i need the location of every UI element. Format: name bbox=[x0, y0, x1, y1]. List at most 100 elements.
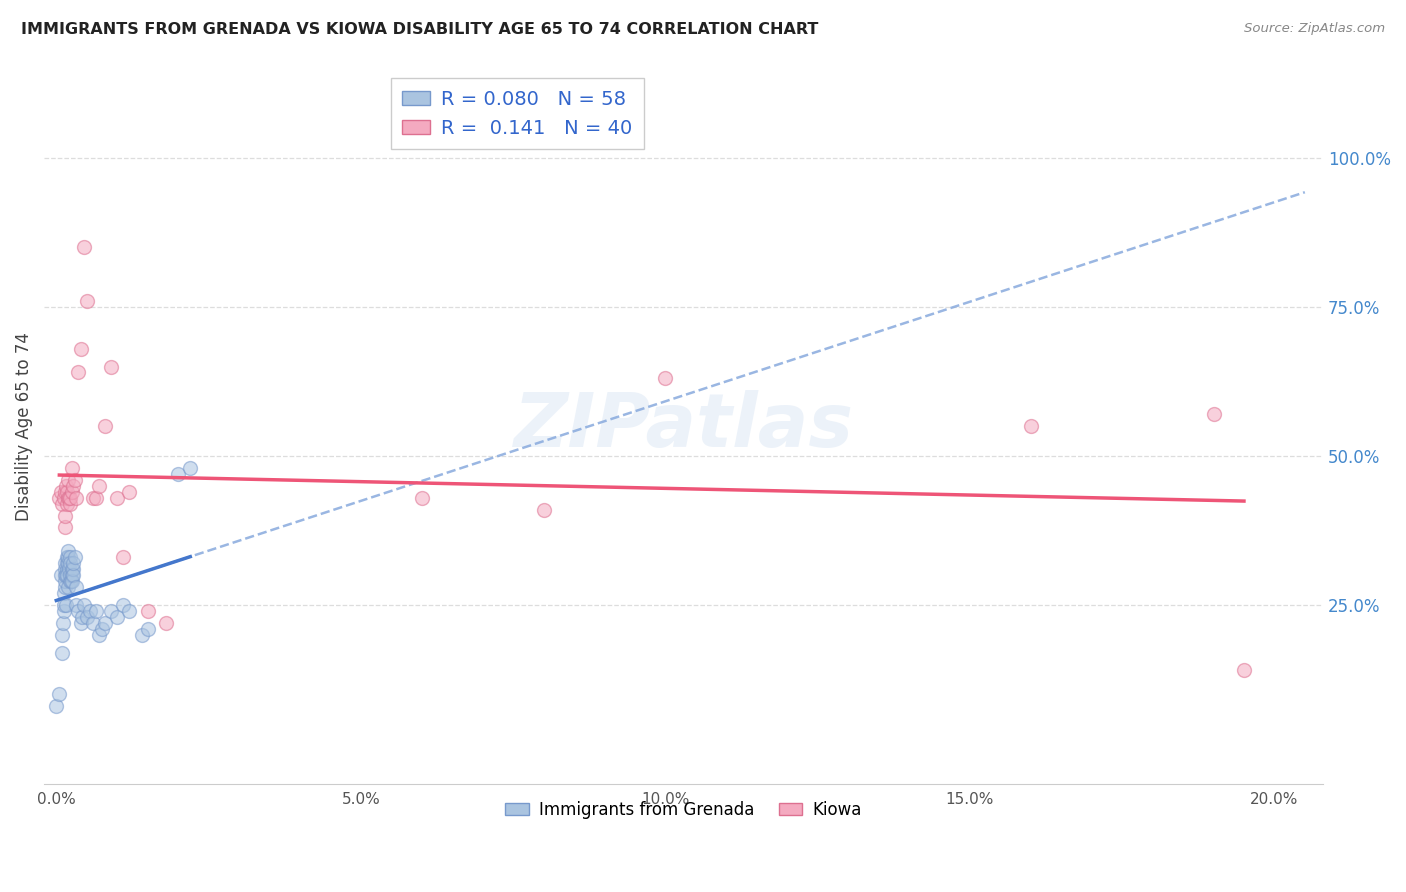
Kiowa bbox=[53, 520, 76, 534]
Immigrants from Grenada bbox=[167, 467, 190, 481]
Immigrants from Grenada bbox=[91, 622, 114, 636]
Kiowa bbox=[52, 491, 75, 505]
Kiowa bbox=[84, 491, 107, 505]
Kiowa bbox=[58, 491, 80, 505]
Immigrants from Grenada bbox=[55, 562, 77, 576]
Immigrants from Grenada bbox=[58, 550, 80, 565]
Kiowa bbox=[51, 497, 73, 511]
Immigrants from Grenada bbox=[136, 622, 159, 636]
Immigrants from Grenada bbox=[53, 598, 76, 612]
Immigrants from Grenada bbox=[59, 568, 82, 582]
Kiowa bbox=[58, 491, 80, 505]
Kiowa bbox=[136, 604, 159, 618]
Immigrants from Grenada bbox=[87, 628, 110, 642]
Immigrants from Grenada bbox=[56, 568, 79, 582]
Immigrants from Grenada bbox=[55, 568, 77, 582]
Kiowa bbox=[59, 497, 82, 511]
Immigrants from Grenada bbox=[79, 604, 101, 618]
Immigrants from Grenada bbox=[55, 556, 77, 570]
Kiowa bbox=[55, 484, 77, 499]
Kiowa bbox=[1233, 664, 1256, 678]
Kiowa bbox=[55, 497, 77, 511]
Kiowa bbox=[51, 484, 73, 499]
Immigrants from Grenada bbox=[51, 646, 73, 660]
Kiowa bbox=[76, 293, 98, 308]
Kiowa bbox=[533, 502, 555, 516]
Immigrants from Grenada bbox=[82, 615, 104, 630]
Immigrants from Grenada bbox=[55, 598, 77, 612]
Kiowa bbox=[65, 491, 87, 505]
Kiowa bbox=[118, 484, 141, 499]
Immigrants from Grenada bbox=[51, 628, 73, 642]
Kiowa bbox=[59, 491, 82, 505]
Kiowa bbox=[100, 359, 122, 374]
Immigrants from Grenada bbox=[55, 574, 77, 588]
Kiowa bbox=[411, 491, 433, 505]
Immigrants from Grenada bbox=[55, 562, 77, 576]
Immigrants from Grenada bbox=[45, 699, 67, 714]
Immigrants from Grenada bbox=[56, 556, 79, 570]
Immigrants from Grenada bbox=[73, 598, 96, 612]
Immigrants from Grenada bbox=[53, 586, 76, 600]
Immigrants from Grenada bbox=[56, 580, 79, 594]
Immigrants from Grenada bbox=[56, 550, 79, 565]
Kiowa bbox=[94, 419, 117, 434]
Immigrants from Grenada bbox=[59, 556, 82, 570]
Immigrants from Grenada bbox=[65, 580, 87, 594]
Y-axis label: Disability Age 65 to 74: Disability Age 65 to 74 bbox=[15, 332, 32, 521]
Immigrants from Grenada bbox=[60, 568, 83, 582]
Kiowa bbox=[654, 371, 676, 385]
Text: ZIPatlas: ZIPatlas bbox=[513, 390, 853, 463]
Kiowa bbox=[60, 484, 83, 499]
Kiowa bbox=[73, 240, 96, 254]
Immigrants from Grenada bbox=[58, 544, 80, 558]
Kiowa bbox=[1202, 407, 1225, 421]
Immigrants from Grenada bbox=[62, 562, 84, 576]
Kiowa bbox=[63, 473, 86, 487]
Immigrants from Grenada bbox=[76, 610, 98, 624]
Text: IMMIGRANTS FROM GRENADA VS KIOWA DISABILITY AGE 65 TO 74 CORRELATION CHART: IMMIGRANTS FROM GRENADA VS KIOWA DISABIL… bbox=[21, 22, 818, 37]
Kiowa bbox=[69, 342, 91, 356]
Immigrants from Grenada bbox=[59, 550, 82, 565]
Immigrants from Grenada bbox=[69, 615, 91, 630]
Immigrants from Grenada bbox=[55, 568, 77, 582]
Kiowa bbox=[66, 366, 89, 380]
Immigrants from Grenada bbox=[51, 568, 73, 582]
Immigrants from Grenada bbox=[62, 556, 84, 570]
Immigrants from Grenada bbox=[179, 460, 201, 475]
Immigrants from Grenada bbox=[62, 568, 84, 582]
Kiowa bbox=[112, 550, 135, 565]
Immigrants from Grenada bbox=[60, 574, 83, 588]
Kiowa bbox=[62, 479, 84, 493]
Immigrants from Grenada bbox=[59, 574, 82, 588]
Kiowa bbox=[60, 460, 83, 475]
Immigrants from Grenada bbox=[70, 610, 93, 624]
Immigrants from Grenada bbox=[55, 556, 77, 570]
Kiowa bbox=[105, 491, 128, 505]
Immigrants from Grenada bbox=[63, 550, 86, 565]
Immigrants from Grenada bbox=[48, 687, 70, 701]
Kiowa bbox=[56, 484, 79, 499]
Immigrants from Grenada bbox=[59, 574, 82, 588]
Immigrants from Grenada bbox=[53, 580, 76, 594]
Kiowa bbox=[56, 473, 79, 487]
Immigrants from Grenada bbox=[94, 615, 117, 630]
Immigrants from Grenada bbox=[100, 604, 122, 618]
Kiowa bbox=[55, 508, 77, 523]
Immigrants from Grenada bbox=[52, 615, 75, 630]
Legend: Immigrants from Grenada, Kiowa: Immigrants from Grenada, Kiowa bbox=[499, 794, 869, 825]
Kiowa bbox=[155, 615, 177, 630]
Kiowa bbox=[48, 491, 70, 505]
Immigrants from Grenada bbox=[58, 562, 80, 576]
Immigrants from Grenada bbox=[65, 598, 87, 612]
Immigrants from Grenada bbox=[52, 604, 75, 618]
Text: Source: ZipAtlas.com: Source: ZipAtlas.com bbox=[1244, 22, 1385, 36]
Immigrants from Grenada bbox=[66, 604, 89, 618]
Kiowa bbox=[1019, 419, 1042, 434]
Immigrants from Grenada bbox=[131, 628, 153, 642]
Kiowa bbox=[55, 479, 77, 493]
Immigrants from Grenada bbox=[118, 604, 141, 618]
Immigrants from Grenada bbox=[60, 562, 83, 576]
Immigrants from Grenada bbox=[105, 610, 128, 624]
Kiowa bbox=[87, 479, 110, 493]
